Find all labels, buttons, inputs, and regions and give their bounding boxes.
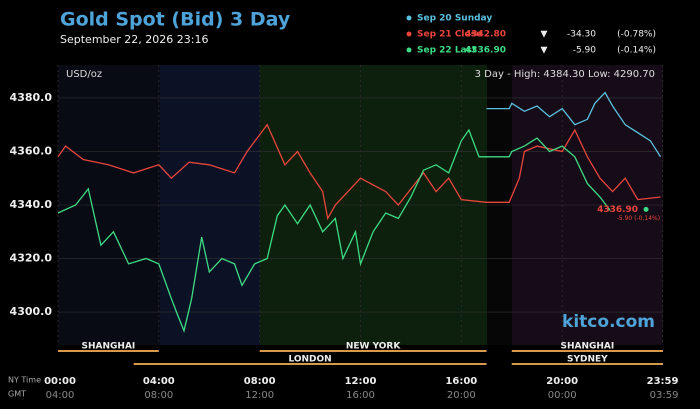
x-tick-label: 00:00: [44, 376, 76, 387]
chart-title: Gold Spot (Bid) 3 Day: [60, 9, 291, 31]
legend-change: -5.90: [573, 46, 597, 56]
legend-price: 4336.90: [465, 46, 506, 56]
legend-change: -34.30: [567, 30, 596, 40]
legend-arrow: ▼: [541, 30, 548, 40]
last-label: 4336.90: [597, 205, 638, 215]
legend-arrow: ▼: [541, 46, 548, 56]
gmt-tick-label: 00:00: [548, 390, 577, 401]
legend-price: 4342.80: [465, 30, 506, 40]
session-label: NEW YORK: [346, 342, 402, 352]
x-tick-label: 16:00: [445, 376, 477, 387]
x-tick-label: 20:00: [546, 376, 578, 387]
x-tick-label: 04:00: [143, 376, 175, 387]
legend-name: Sep 22 Last: [417, 46, 477, 56]
watermark: kitco.com: [562, 312, 655, 332]
session-label: SHANGHAI: [82, 342, 136, 352]
y-tick-label: 4360.0: [10, 144, 53, 157]
gmt-tick-label: 03:59: [650, 390, 679, 401]
y-tick-label: 4340.0: [10, 198, 53, 211]
gmt-tick-label: 04:00: [46, 390, 75, 401]
legend-name: Sep 20 Sunday: [417, 14, 492, 24]
series-line: [57, 123, 661, 221]
gmt-row-label: GMT: [8, 390, 26, 399]
y-tick-label: 4380.0: [10, 91, 53, 104]
legend-dot: [406, 47, 412, 53]
legend-dot: [406, 31, 412, 37]
x-tick-label: 08:00: [244, 376, 276, 387]
chart-subtitle: September 22, 2026 23:16: [60, 33, 208, 46]
legend-dot: [406, 15, 412, 21]
gmt-tick-label: 08:00: [144, 390, 173, 401]
gmt-tick-label: 16:00: [346, 390, 375, 401]
legend-name: Sep 21 Close: [417, 30, 482, 40]
session-label: SHANGHAI: [561, 342, 615, 352]
y-tick-label: 4320.0: [10, 252, 53, 265]
gmt-tick-label: 12:00: [245, 390, 274, 401]
range-text: 3 Day - High: 4384.30 Low: 4290.70: [475, 69, 655, 80]
series-line: [486, 91, 662, 158]
legend-change-pct: (-0.78%): [617, 30, 656, 40]
x-tick-label: 23:59: [647, 376, 679, 387]
ny-row-label: NY Time: [8, 376, 41, 385]
y-tick-label: 4300.0: [10, 305, 53, 318]
legend-change-pct: (-0.14%): [617, 46, 656, 56]
x-tick-label: 12:00: [345, 376, 377, 387]
session-label: LONDON: [288, 355, 331, 365]
unit: USD/oz: [66, 69, 102, 80]
last-change: -5.90 (-0.14%): [617, 215, 660, 222]
session-label: SYDNEY: [567, 355, 608, 365]
last-point: [643, 206, 649, 212]
series-line: [57, 128, 611, 333]
gmt-tick-label: 20:00: [447, 390, 476, 401]
